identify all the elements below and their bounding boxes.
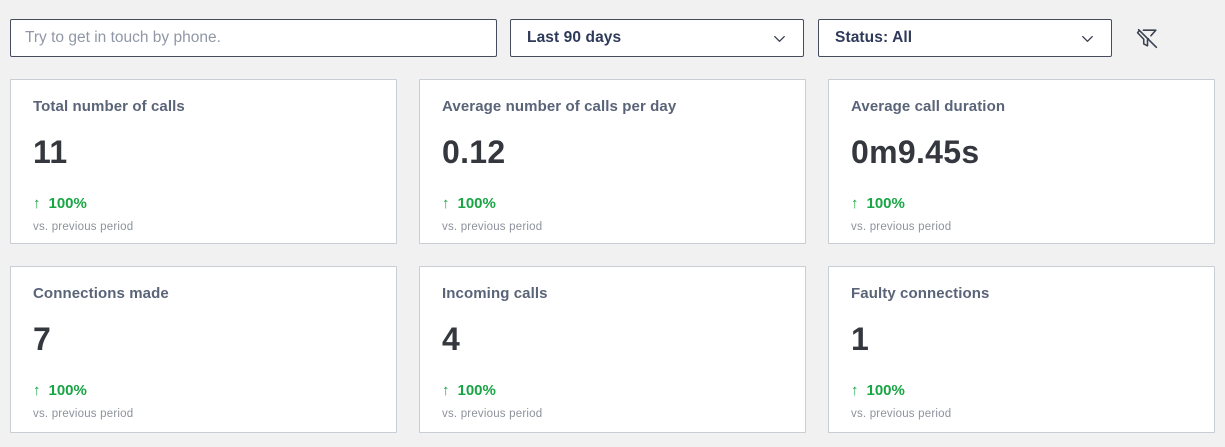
card-change: ↑ 100% <box>33 382 374 399</box>
card-title: Connections made <box>33 285 169 302</box>
card-value: 7 <box>33 321 52 357</box>
stat-card-connections-made: Connections made 7 ↑ 100% vs. previous p… <box>10 266 397 433</box>
chevron-down-icon <box>770 29 789 48</box>
card-value: 11 <box>33 134 68 170</box>
change-percent: 100% <box>457 195 496 212</box>
card-title: Faulty connections <box>851 285 990 302</box>
comparison-label: vs. previous period <box>851 408 952 420</box>
card-title: Average number of calls per day <box>442 98 677 115</box>
stat-card-incoming-calls: Incoming calls 4 ↑ 100% vs. previous per… <box>419 266 806 433</box>
stat-card-avg-calls-per-day: Average number of calls per day 0.12 ↑ 1… <box>419 79 806 244</box>
stat-cards-grid: Total number of calls 11 ↑ 100% vs. prev… <box>10 79 1215 433</box>
card-value: 4 <box>442 321 461 357</box>
chevron-down-icon <box>1078 29 1097 48</box>
card-value: 1 <box>851 321 870 357</box>
card-title: Total number of calls <box>33 98 185 115</box>
change-percent: 100% <box>866 382 905 399</box>
status-value: Status: All <box>835 29 913 46</box>
card-change: ↑ 100% <box>851 382 1192 399</box>
change-percent: 100% <box>457 382 496 399</box>
stat-card-avg-call-duration: Average call duration 0m9.45s ↑ 100% vs.… <box>828 79 1215 244</box>
stat-card-faulty-connections: Faulty connections 1 ↑ 100% vs. previous… <box>828 266 1215 433</box>
trend-up-icon: ↑ <box>33 195 41 212</box>
trend-up-icon: ↑ <box>442 382 450 399</box>
stat-card-total-calls: Total number of calls 11 ↑ 100% vs. prev… <box>10 79 397 244</box>
comparison-label: vs. previous period <box>442 221 543 233</box>
change-percent: 100% <box>866 195 905 212</box>
call-stats-dashboard: Last 90 days Status: All Total num <box>10 19 1215 433</box>
trend-up-icon: ↑ <box>33 382 41 399</box>
filter-off-icon <box>1135 26 1160 51</box>
trend-up-icon: ↑ <box>442 195 450 212</box>
card-change: ↑ 100% <box>851 195 1192 212</box>
card-change: ↑ 100% <box>442 382 783 399</box>
comparison-label: vs. previous period <box>851 221 952 233</box>
change-percent: 100% <box>48 195 87 212</box>
date-range-dropdown[interactable]: Last 90 days <box>510 19 804 57</box>
comparison-label: vs. previous period <box>442 408 543 420</box>
clear-filters-button[interactable] <box>1131 22 1163 54</box>
comparison-label: vs. previous period <box>33 408 134 420</box>
change-percent: 100% <box>48 382 87 399</box>
comparison-label: vs. previous period <box>33 221 134 233</box>
card-value: 0m9.45s <box>851 134 980 170</box>
search-input[interactable] <box>10 19 497 57</box>
filter-bar: Last 90 days Status: All <box>10 19 1215 57</box>
status-dropdown[interactable]: Status: All <box>818 19 1112 57</box>
card-title: Average call duration <box>851 98 1006 115</box>
card-value: 0.12 <box>442 134 506 170</box>
date-range-value: Last 90 days <box>527 29 622 46</box>
card-title: Incoming calls <box>442 285 548 302</box>
trend-up-icon: ↑ <box>851 195 859 212</box>
card-change: ↑ 100% <box>33 195 374 212</box>
trend-up-icon: ↑ <box>851 382 859 399</box>
card-change: ↑ 100% <box>442 195 783 212</box>
